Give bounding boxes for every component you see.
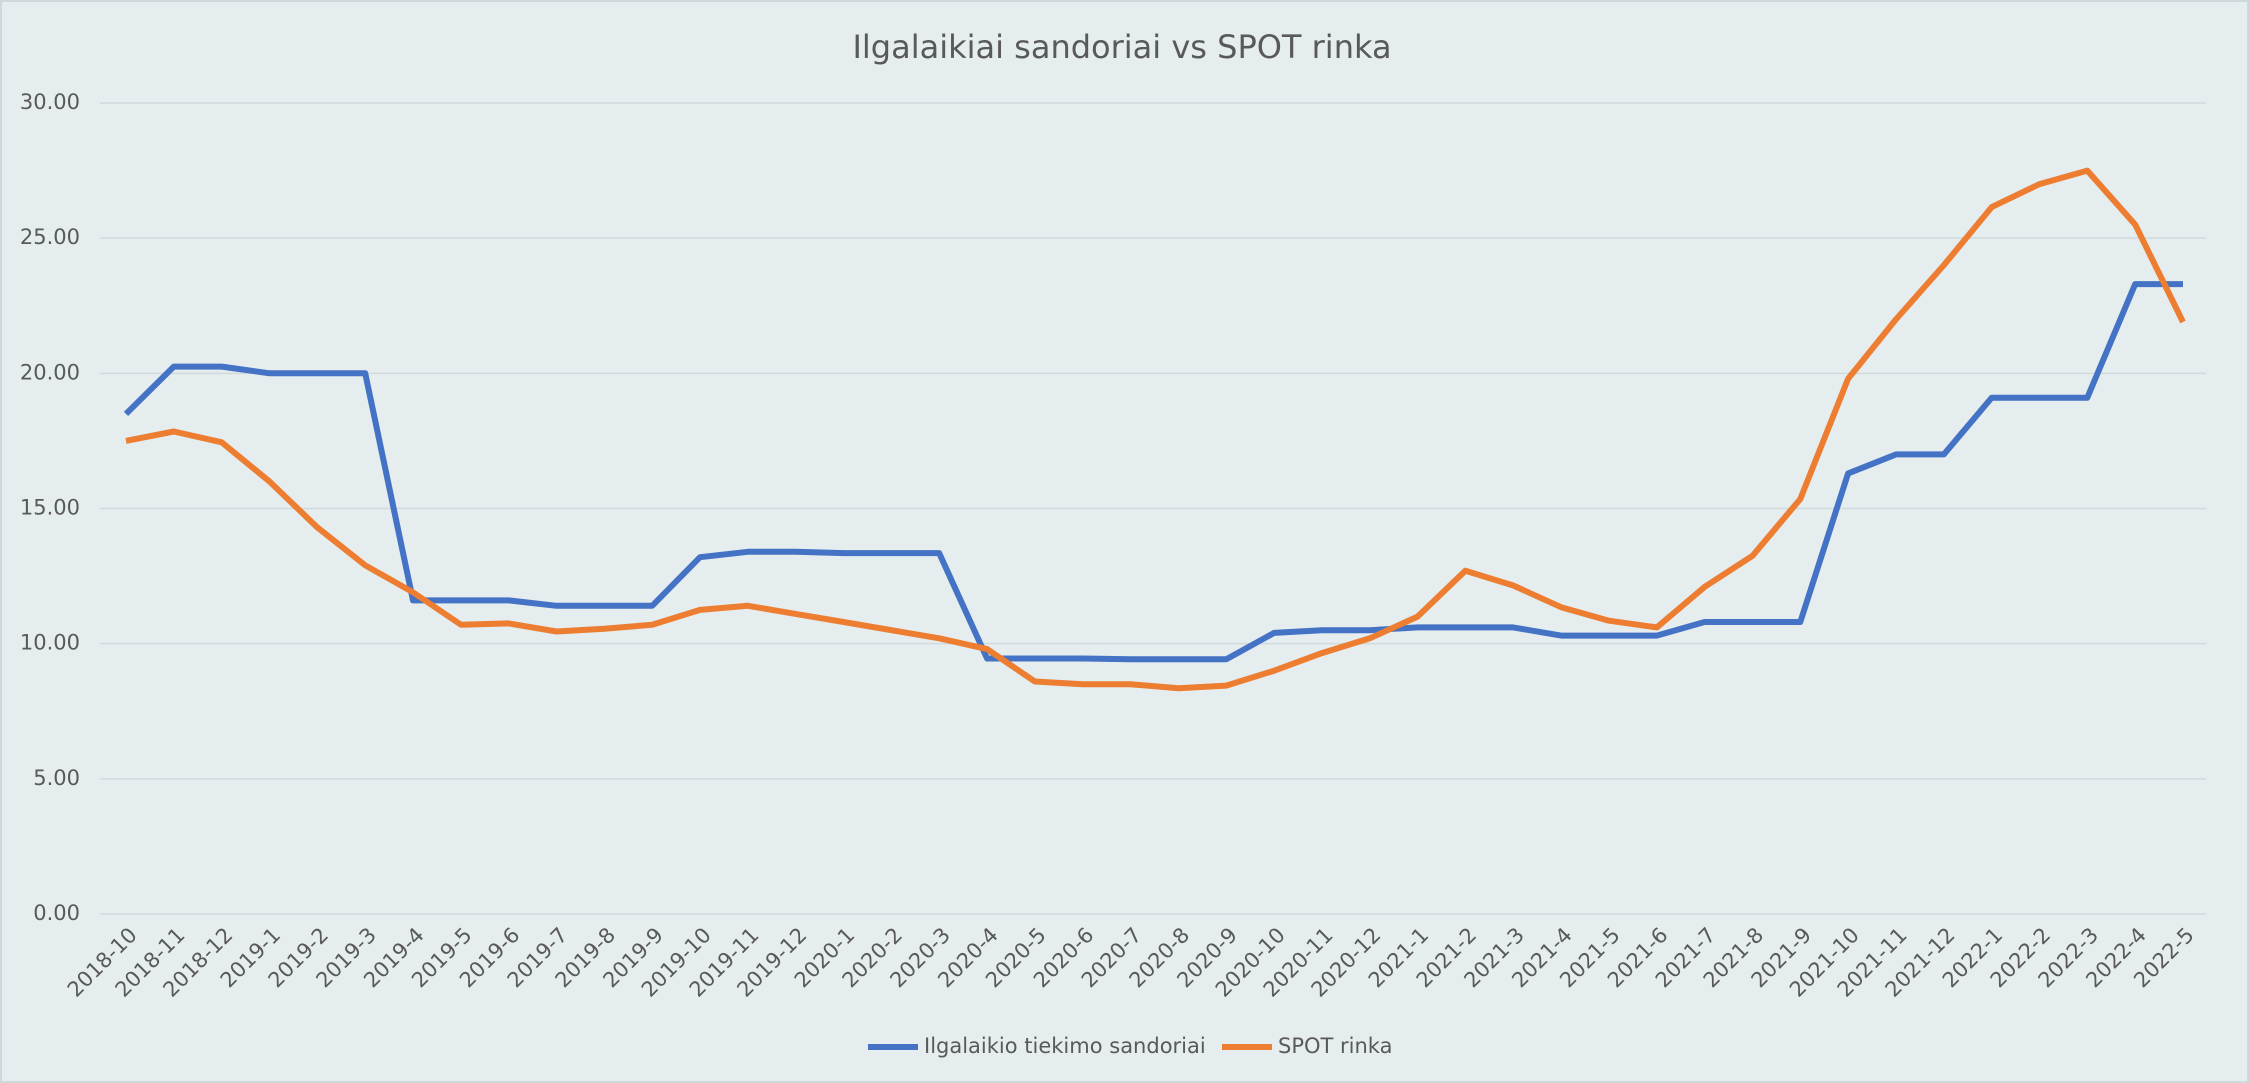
y-tick-label: 20.00: [20, 360, 80, 384]
chart-title: Ilgalaikiai sandoriai vs SPOT rinka: [852, 28, 1391, 66]
legend-label: Ilgalaikio tiekimo sandoriai: [924, 1034, 1206, 1058]
y-tick-label: 10.00: [20, 631, 80, 655]
y-tick-label: 30.00: [20, 90, 80, 114]
series-line: [125, 167, 2186, 692]
y-tick-label: 15.00: [20, 496, 80, 520]
series-line: [123, 281, 2183, 663]
legend-label: SPOT rinka: [1278, 1034, 1392, 1058]
y-tick-label: 5.00: [33, 766, 80, 790]
y-tick-label: 0.00: [33, 901, 80, 925]
y-tick-label: 25.00: [20, 225, 80, 249]
